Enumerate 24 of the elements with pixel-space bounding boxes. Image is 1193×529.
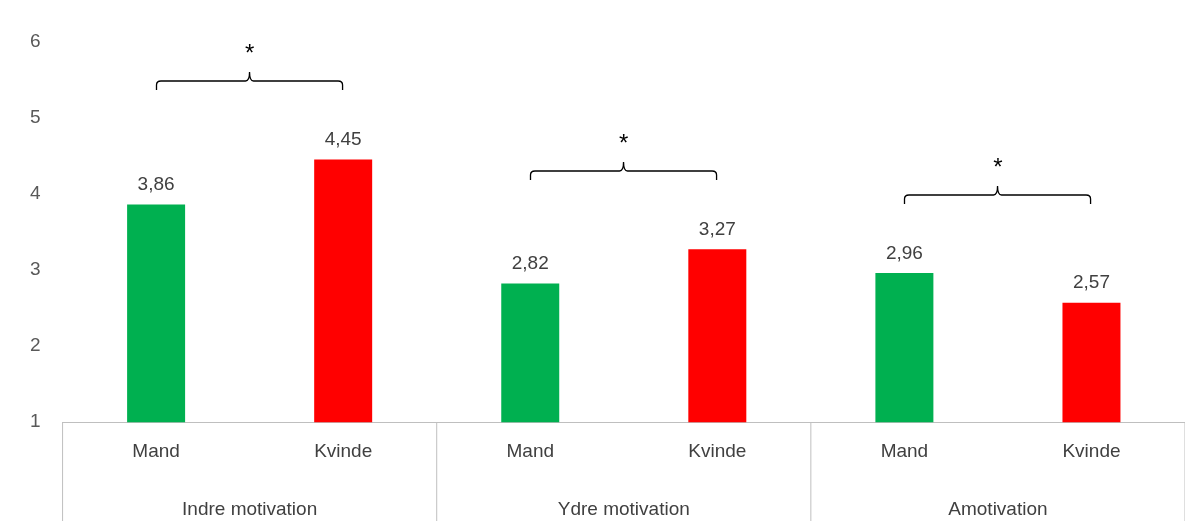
data-label: 3,27 <box>698 218 736 240</box>
x-tick-label: Kvinde <box>688 439 747 461</box>
x-tick-label: Kvinde <box>314 439 373 461</box>
data-label: 2,57 <box>1072 271 1110 293</box>
annotation: * <box>243 39 256 68</box>
y-tick-label: 4 <box>29 181 41 203</box>
data-label: 3,86 <box>137 173 175 195</box>
text: Amotivation <box>948 497 1048 519</box>
y-tick-label: 5 <box>29 105 41 127</box>
x-tick-label: Mand <box>880 439 929 461</box>
annotation: * <box>992 152 1004 181</box>
x-tick-label: Mand <box>506 439 555 461</box>
x-tick-label: Kvinde <box>1062 439 1121 461</box>
text: Ydre motivation <box>557 497 690 519</box>
y-tick-label: 1 <box>29 410 41 432</box>
data-label: 2,96 <box>885 241 923 263</box>
text: Indre motivation <box>182 497 318 519</box>
y-tick-label: 3 <box>29 258 41 280</box>
data-label: 4,45 <box>324 128 362 150</box>
x-tick-label: Mand <box>132 439 180 461</box>
data-label: 2,82 <box>511 252 549 274</box>
annotation: * <box>618 129 630 158</box>
y-tick-label: 2 <box>29 334 41 356</box>
y-tick-label: 6 <box>29 29 41 51</box>
